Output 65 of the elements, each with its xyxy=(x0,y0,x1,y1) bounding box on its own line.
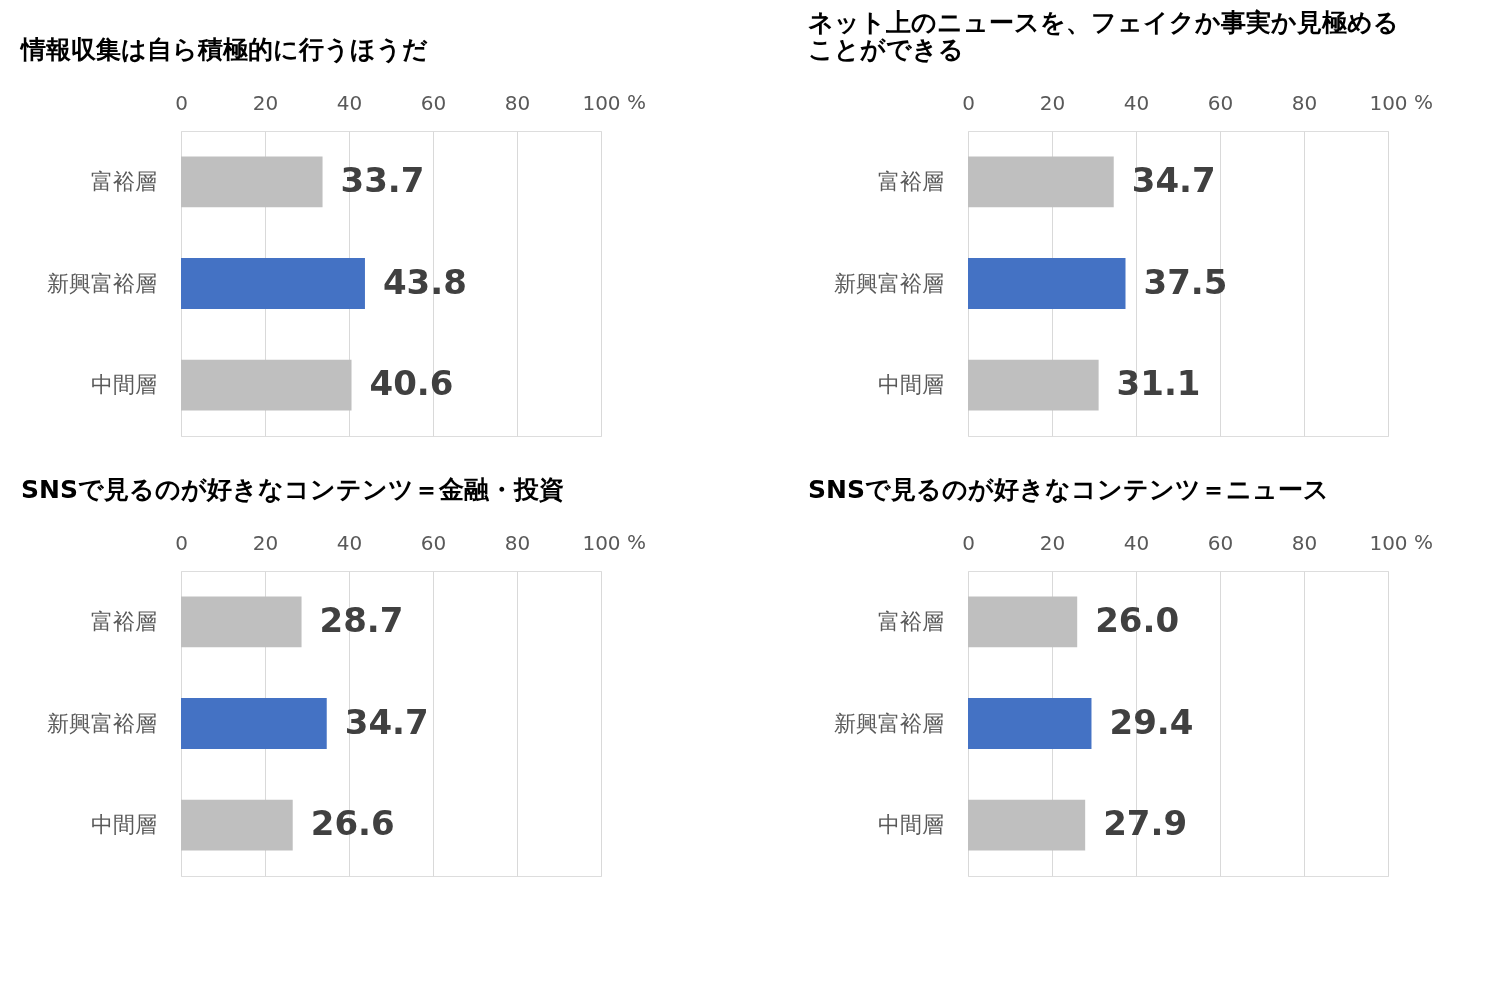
data-label: 34.7 xyxy=(1131,159,1216,200)
data-label: 29.4 xyxy=(1109,701,1194,742)
bar xyxy=(968,359,1099,411)
x-tick-label: 0 xyxy=(962,90,975,115)
bar xyxy=(181,359,352,411)
x-tick-label: 40 xyxy=(336,530,363,555)
x-tick-label: 80 xyxy=(504,530,531,555)
data-label: 26.0 xyxy=(1095,599,1180,640)
y-tick-label: 富裕層 xyxy=(90,168,157,194)
x-tick-label: 40 xyxy=(1123,90,1150,115)
y-tick-label: 富裕層 xyxy=(877,608,944,634)
x-tick-label: 60 xyxy=(420,530,447,555)
x-tick-label: 100 xyxy=(1369,90,1408,115)
bar xyxy=(181,156,323,208)
data-label: 28.7 xyxy=(319,599,404,640)
x-tick-label: 100 xyxy=(1369,530,1408,555)
x-tick-label: 0 xyxy=(175,90,188,115)
x-tick-label: 80 xyxy=(1291,90,1318,115)
data-label: 31.1 xyxy=(1116,363,1201,404)
y-tick-label: 新興富裕層 xyxy=(46,270,157,296)
x-tick-label: 0 xyxy=(175,530,188,555)
x-tick-label: 20 xyxy=(1039,90,1066,115)
bar xyxy=(181,799,293,851)
y-tick-label: 新興富裕層 xyxy=(833,710,944,736)
x-tick-label: 20 xyxy=(252,90,279,115)
x-tick-label: 100 xyxy=(582,90,621,115)
data-label: 34.7 xyxy=(344,701,429,742)
x-tick-label: 60 xyxy=(1207,530,1234,555)
x-tick-label: 60 xyxy=(420,90,447,115)
chart-title: SNSで見るのが好きなコンテンツ＝ニュース xyxy=(808,475,1329,504)
data-label: 26.6 xyxy=(310,803,395,844)
y-tick-label: 中間層 xyxy=(877,372,944,398)
chart-title: ネット上のニュースを、フェイクか事実か見極めることができる xyxy=(808,8,1399,64)
x-tick-label: 60 xyxy=(1207,90,1234,115)
x-tick-label: 80 xyxy=(1291,530,1318,555)
y-tick-label: 富裕層 xyxy=(90,608,157,634)
y-tick-label: 中間層 xyxy=(90,812,157,838)
data-label: 43.8 xyxy=(382,261,467,302)
bar xyxy=(181,258,365,309)
x-tick-label: 20 xyxy=(1039,530,1066,555)
x-axis-title: % xyxy=(627,530,647,554)
data-label: 40.6 xyxy=(369,363,454,404)
y-tick-label: 中間層 xyxy=(877,812,944,838)
x-axis-title: % xyxy=(1414,530,1434,554)
data-label: 37.5 xyxy=(1143,261,1228,302)
x-tick-label: 100 xyxy=(582,530,621,555)
x-tick-label: 0 xyxy=(962,530,975,555)
x-axis-title: % xyxy=(1414,90,1434,114)
x-tick-label: 40 xyxy=(336,90,363,115)
x-tick-label: 20 xyxy=(252,530,279,555)
y-tick-label: 新興富裕層 xyxy=(833,270,944,296)
data-label: 27.9 xyxy=(1103,803,1188,844)
y-tick-label: 新興富裕層 xyxy=(46,710,157,736)
x-tick-label: 80 xyxy=(504,90,531,115)
x-tick-label: 40 xyxy=(1123,530,1150,555)
y-tick-label: 富裕層 xyxy=(877,168,944,194)
bar xyxy=(181,698,327,749)
bar xyxy=(968,258,1126,309)
bar xyxy=(181,596,302,648)
bar xyxy=(968,156,1114,208)
y-tick-label: 中間層 xyxy=(90,372,157,398)
data-label: 33.7 xyxy=(340,159,425,200)
chart-title: SNSで見るのが好きなコンテンツ＝金融・投資 xyxy=(21,475,564,504)
x-axis-title: % xyxy=(627,90,647,114)
chart-title: 情報収集は自ら積極的に行うほうだ xyxy=(19,35,428,64)
